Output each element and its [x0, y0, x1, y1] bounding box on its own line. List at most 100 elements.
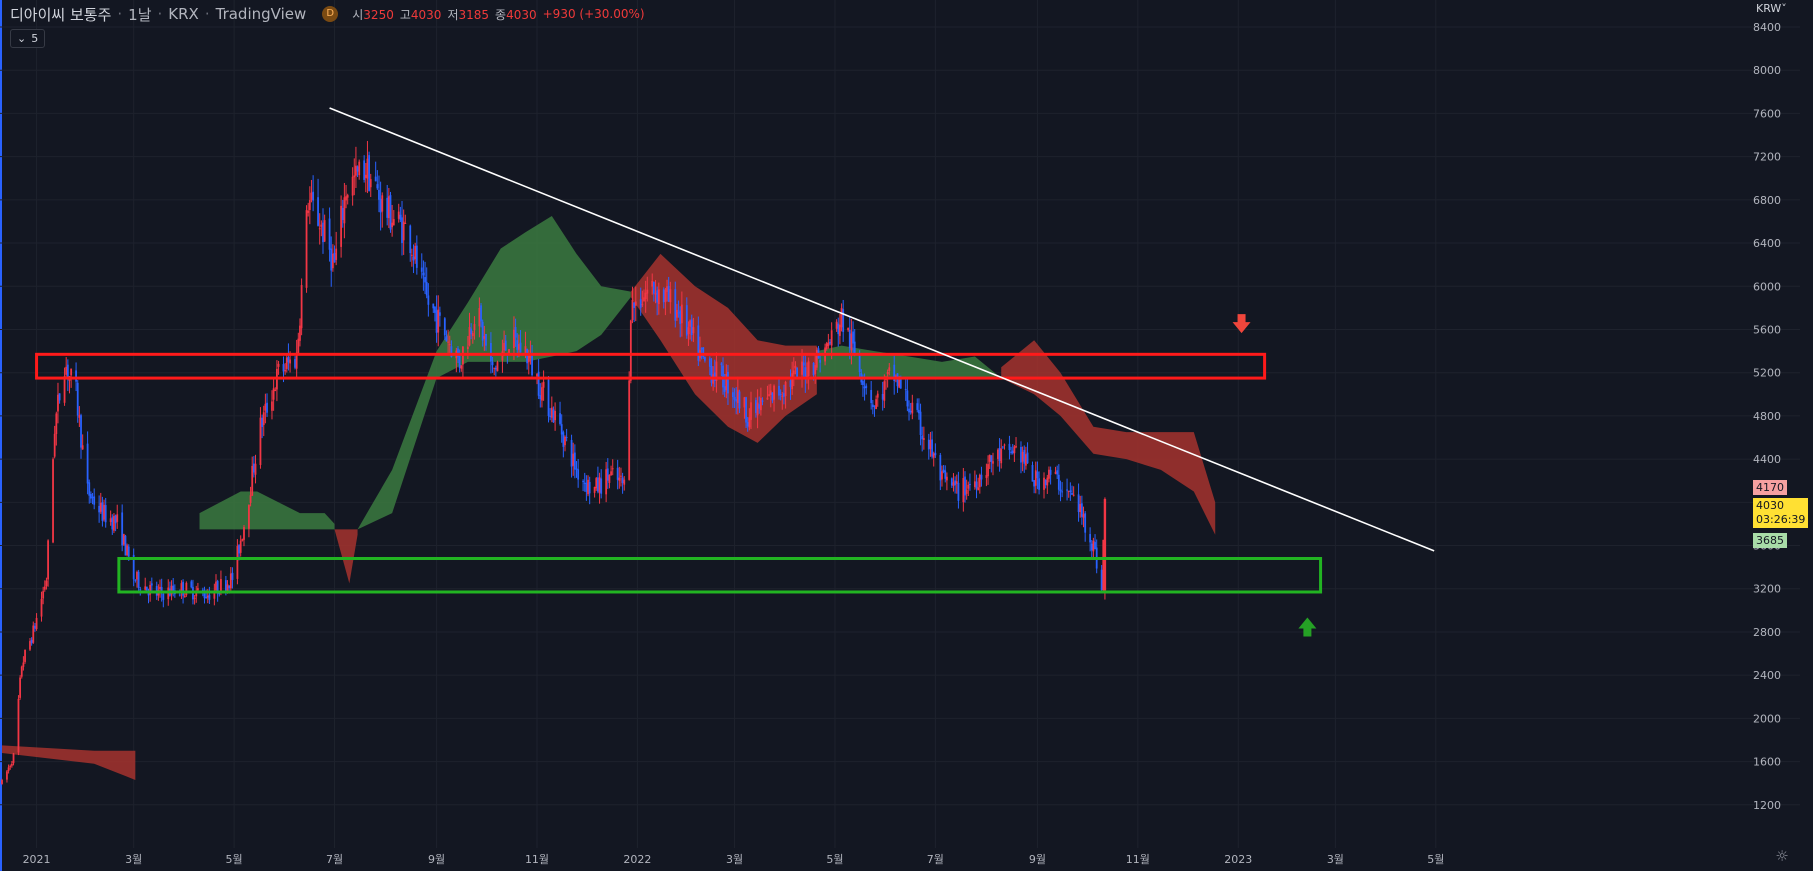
candle-body	[944, 470, 947, 479]
candle-body	[997, 449, 999, 459]
delayed-badge[interactable]: D	[322, 6, 339, 22]
candle-body	[755, 400, 757, 413]
candle-body	[448, 344, 451, 346]
candle-body	[852, 331, 854, 344]
candle-body	[1072, 494, 1075, 496]
candle-body	[865, 385, 868, 389]
candle-body	[756, 402, 759, 416]
x-tick-label: 5월	[1427, 853, 1444, 866]
candle-body	[814, 365, 817, 374]
candle-body	[335, 248, 338, 260]
candle-body	[850, 333, 853, 351]
candle-body	[791, 373, 794, 390]
candle-body	[934, 452, 937, 456]
candle-body	[848, 329, 851, 349]
currency-selector[interactable]: KRW˅	[1756, 2, 1787, 15]
candle-body	[552, 409, 555, 423]
candle-body	[491, 362, 494, 366]
candle-body	[103, 504, 105, 520]
candle-body	[1033, 480, 1036, 487]
candle-body	[964, 476, 966, 496]
candle-body	[945, 476, 948, 481]
candle-body	[883, 381, 886, 401]
candle-body	[870, 389, 873, 404]
candle-body	[254, 463, 257, 475]
candle-body	[308, 200, 311, 210]
candle-body	[1011, 450, 1014, 454]
candle-body	[908, 408, 910, 413]
candle-body	[727, 371, 729, 394]
candle-body	[827, 342, 830, 347]
resistance-zone-box	[35, 352, 1267, 380]
y-tick-label: 8400	[1753, 21, 1781, 34]
candle-body	[89, 494, 92, 499]
cloud-segment-bull	[199, 491, 335, 530]
candle-body	[66, 364, 69, 379]
candle-body	[527, 355, 530, 363]
candle-body	[570, 439, 573, 467]
drawings[interactable]	[35, 107, 1435, 637]
candle-body	[829, 341, 831, 344]
candle-body	[745, 397, 747, 423]
candle-body	[284, 370, 287, 372]
candle-body	[1049, 469, 1052, 475]
candle-body	[750, 402, 752, 420]
candle-body	[978, 474, 981, 488]
candle-body	[35, 617, 38, 630]
candle-body	[86, 443, 89, 484]
change-value: +930 (+30.00%)	[542, 7, 645, 21]
x-tick-label: 3월	[726, 853, 743, 866]
cloud-segment-bear	[334, 529, 358, 584]
candle-body	[1102, 539, 1105, 591]
candle-body	[794, 365, 797, 369]
candle-body	[789, 380, 792, 387]
candle-body	[231, 572, 234, 580]
candle-body	[973, 481, 976, 487]
candle-body	[605, 469, 608, 495]
candle-body	[503, 342, 505, 351]
symbol-name[interactable]: 디아이씨 보통주	[10, 5, 112, 24]
candle-body	[644, 292, 647, 300]
exchange-label: KRX	[168, 5, 199, 23]
candle-body	[1038, 478, 1040, 490]
candle-body	[559, 413, 561, 424]
candle-body	[1021, 451, 1024, 462]
candle-body	[490, 343, 492, 362]
candle-body	[733, 396, 736, 400]
candle-body	[458, 355, 461, 369]
candle-body	[909, 410, 912, 413]
candle-body	[1043, 477, 1045, 490]
candle-body	[410, 254, 413, 256]
candle-body	[957, 482, 960, 501]
candle-body	[466, 346, 469, 350]
candle-body	[674, 289, 677, 321]
candle-body	[493, 367, 496, 369]
candle-body	[504, 340, 507, 351]
candle-body	[24, 649, 26, 662]
candle-body	[483, 336, 486, 339]
candle-body	[990, 455, 993, 462]
candle-body	[588, 481, 591, 494]
candle-body	[45, 580, 48, 587]
candle-body	[773, 385, 775, 400]
indicators-toggle-button[interactable]: ⌄ 5	[10, 29, 46, 48]
candle-body	[145, 586, 148, 591]
gear-icon[interactable]: ☼	[1775, 847, 1789, 865]
candle-body	[781, 395, 784, 397]
candle-body	[697, 325, 700, 361]
bar-countdown: 03:26:39	[1756, 513, 1806, 526]
candle-body	[248, 504, 250, 529]
interval-label[interactable]: 1날	[128, 5, 152, 24]
candle-body	[825, 343, 828, 350]
candle-body	[213, 591, 216, 599]
candle-body	[1036, 471, 1039, 479]
candle-body	[819, 359, 822, 363]
candle-body	[939, 455, 942, 481]
candle-body	[710, 366, 713, 383]
candle-body	[7, 767, 10, 771]
candle-body	[524, 346, 527, 356]
candle-body	[1067, 490, 1070, 492]
x-tick-label: 2021	[23, 853, 51, 866]
